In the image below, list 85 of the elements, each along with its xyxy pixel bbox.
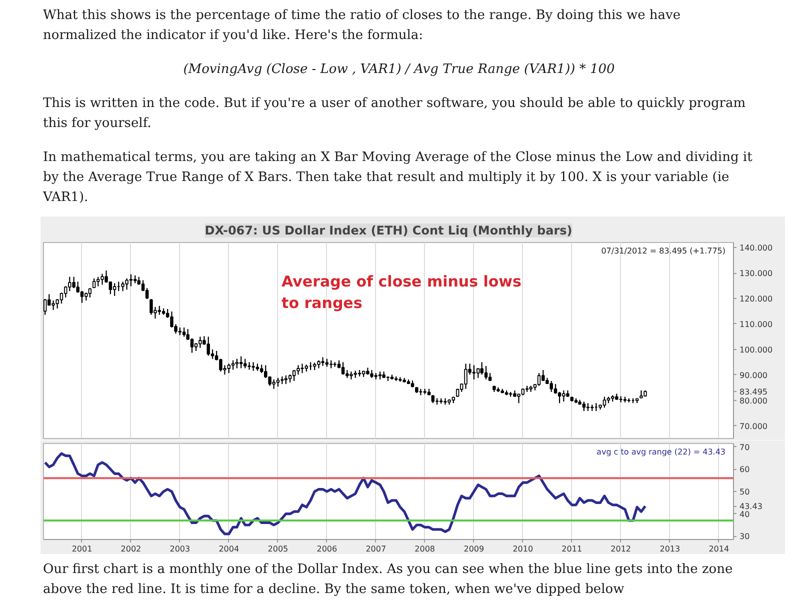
y-tick-label: 70.000 xyxy=(740,422,768,431)
x-tick-label: 2010 xyxy=(512,544,534,554)
candlestick xyxy=(562,390,566,402)
text: What this shows is the percentage of time the ratio of closes to the range. By doing this we have normalized the indicator if you'd like. Here's the formula: xyxy=(43,7,682,45)
x-tick-label: 2013 xyxy=(660,544,680,554)
candlestick xyxy=(72,276,76,289)
y-tick-label: 120.000 xyxy=(740,294,773,304)
candlestick xyxy=(640,390,643,399)
annotation: Average of close minus lows to ranges xyxy=(282,272,522,312)
y-tick-label: 50 xyxy=(740,488,750,496)
x-tick-label: 2002 xyxy=(120,544,142,554)
candlestick xyxy=(52,300,55,311)
y-tick-label: 90.000 xyxy=(740,370,768,380)
x-tick-label: 2006 xyxy=(316,544,338,554)
candlestick xyxy=(125,278,128,290)
candlestick xyxy=(537,372,541,386)
candlestick xyxy=(300,363,304,374)
candlestick xyxy=(582,401,586,412)
y-tick-label: 43.43 xyxy=(740,502,762,512)
candlestick xyxy=(341,362,345,376)
candlestick xyxy=(182,326,186,338)
candlestick xyxy=(112,282,116,297)
candlestick xyxy=(243,358,247,369)
candlestick xyxy=(292,369,296,382)
candlestick xyxy=(231,360,235,370)
candlestick xyxy=(542,369,545,382)
y-tick-label: 83.495 xyxy=(740,387,768,396)
candlestick xyxy=(476,368,480,378)
y-tick-label: 70 xyxy=(740,442,750,452)
y-tick-label: 130.000 xyxy=(740,269,773,278)
y-tick-label: 140.000 xyxy=(740,244,773,253)
x-tick-label: 2004 xyxy=(218,544,240,554)
candlestick xyxy=(227,363,230,374)
candlestick xyxy=(239,356,243,369)
candlestick xyxy=(206,336,210,356)
text: (MovingAvg (Close - Low , VAR1) / Avg True Range (VAR1)) * 100 xyxy=(182,61,616,79)
x-tick-label: 2014 xyxy=(708,544,730,554)
candlestick xyxy=(121,281,124,292)
x-tick-label: 2001 xyxy=(72,544,92,554)
candlestick xyxy=(80,290,84,304)
candlestick xyxy=(145,288,149,300)
x-tick-label: 2005 xyxy=(268,544,288,554)
candlestick xyxy=(480,362,484,376)
candlestick xyxy=(235,358,239,369)
candlestick xyxy=(272,378,276,390)
candlestick xyxy=(464,363,468,390)
candlestick xyxy=(296,364,300,376)
candlestick xyxy=(44,298,47,316)
text: This is written in the code. But if you're a user of another software, you should be able to quickly program this for yourself. xyxy=(43,95,747,133)
text: Our first chart is a monthly one of the Dollar Index. As you can see when the blue line gets into the zone above the red line. It is time for a decline. By the same token, when we've dipped below xyxy=(43,561,734,599)
candlestick xyxy=(484,365,488,380)
candlestick xyxy=(444,398,447,406)
candlestick xyxy=(150,298,153,316)
candlestick xyxy=(321,356,324,367)
x-tick-label: 2009 xyxy=(464,544,484,554)
x-tick-label: 2008 xyxy=(414,544,436,554)
x-tick-label: 2007 xyxy=(366,544,386,554)
candlestick xyxy=(96,276,100,287)
x-tick-label: 2011 xyxy=(562,544,582,554)
chart-title: DX-067: US Dollar Index (ETH) Cont Liq (Monthly bars) xyxy=(204,224,572,238)
candlestick xyxy=(100,273,104,286)
y-tick-label: 60 xyxy=(740,465,750,474)
candlestick xyxy=(88,288,92,298)
candlestick xyxy=(550,380,553,392)
text: avg c to avg range (22) = 43.43 xyxy=(596,448,726,456)
y-tick-label: 40 xyxy=(740,510,750,519)
y-tick-label: 100.000 xyxy=(740,345,773,354)
candlestick xyxy=(602,396,606,408)
candlestick xyxy=(219,358,222,372)
candlestick xyxy=(252,362,255,372)
candlestick xyxy=(129,274,133,287)
candlestick xyxy=(472,364,476,380)
x-tick-label: 2003 xyxy=(170,544,190,554)
annotation: 07/31/2012 = 83.495 (+1.775) xyxy=(601,246,726,256)
y-tick-label: 80.000 xyxy=(740,396,768,406)
x-tick-label: 2012 xyxy=(610,544,632,554)
candlestick xyxy=(190,338,194,354)
candlestick xyxy=(198,336,202,348)
candlestick xyxy=(68,276,72,292)
text: In mathematical terms, you are taking an X Bar Moving Average of the Close minus the Low and dividing it by the Average True Range of X Bars. Then take that result and multiply it by 100. X is your variable (ie VAR1). xyxy=(43,149,754,207)
candlestick xyxy=(350,371,353,380)
candlestick xyxy=(248,362,251,370)
y-tick-label: 30 xyxy=(740,532,750,542)
candlestick xyxy=(558,391,562,404)
y-tick-label: 110.000 xyxy=(740,320,773,329)
